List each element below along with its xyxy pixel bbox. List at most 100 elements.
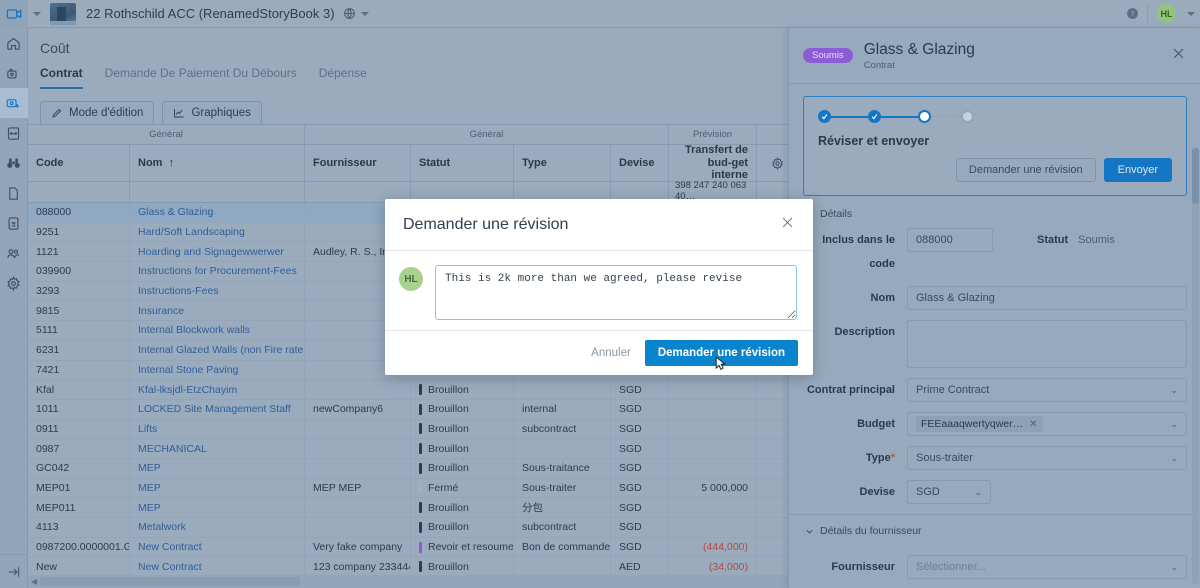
panel-scrollbar[interactable] [1192,148,1199,584]
modal-close-button[interactable] [780,215,795,234]
field-row-nom: Nom Glass & Glazing [803,286,1187,310]
request-revision-button[interactable]: Demander une révision [955,158,1096,182]
cancel-button[interactable]: Annuler [591,347,631,359]
cell-prevision [669,419,757,439]
contrat-principal-select[interactable]: Prime Contract ⌄ [907,378,1187,402]
chevron-down-icon: ⌄ [1170,384,1178,395]
status-indicator: Brouillon [419,403,469,415]
sidebar-collapse-button[interactable] [0,554,28,588]
help-button[interactable]: ? [1117,7,1147,20]
table-horizontal-scrollbar[interactable]: ◀ ▶ [28,575,800,588]
cell-devise: SGD [611,380,669,399]
avatar[interactable]: HL [1157,4,1176,23]
edit-mode-button[interactable]: Mode d'édition [40,101,155,125]
col-header-nom[interactable]: Nom ↑ [130,145,305,181]
cell-nom: Hoarding and Signagewwerwer [130,242,305,262]
sidebar-item-add-project[interactable] [0,58,28,88]
modal-header: Demander une révision [385,199,813,251]
col-header-devise[interactable]: Devise [611,145,669,181]
table-row[interactable]: 0987 MECHANICAL Brouillon SGD [28,439,800,459]
report-icon [8,216,19,230]
status-label: Brouillon [428,383,469,396]
scroll-left-icon[interactable]: ◀ [31,577,38,586]
type-select[interactable]: Sous-traiter ⌄ [907,446,1187,470]
sidebar-item-people[interactable] [0,238,28,268]
table-row[interactable]: 0911 Lifts Brouillon subcontract SGD [28,419,800,440]
page-tabs: Contrat Demande De Paiement Du Débours D… [28,56,1200,89]
project-menu-caret[interactable] [356,11,374,16]
table-row[interactable]: 4113 Metalwork Brouillon subcontract SGD [28,518,800,538]
devise-select[interactable]: SGD ⌄ [907,480,991,504]
app-logo-button[interactable] [0,0,28,28]
close-panel-button[interactable] [1171,46,1186,66]
sidebar-item-documents[interactable] [0,118,28,148]
devise-label: Devise [859,486,895,498]
cell-nom: MEP [130,458,305,478]
cell-code: 3293 [28,281,130,301]
supplier-section-header[interactable]: Détails du fournisseur [789,514,1200,545]
globe-icon[interactable] [343,7,356,20]
col-header-code[interactable]: Code [28,145,130,181]
cell-fournisseur [305,518,411,537]
app-switcher-caret[interactable] [28,11,46,16]
col-header-statut[interactable]: Statut [411,145,514,181]
cell-nom: Insurance [130,301,305,321]
budget-chip[interactable]: FEEaaaqwertyqwer… ✕ [916,416,1043,432]
tab-contrat[interactable]: Contrat [40,66,83,89]
charts-button[interactable]: Graphiques [162,101,262,125]
sidebar-item-home[interactable] [0,28,28,58]
nom-field[interactable]: Glass & Glazing [907,286,1187,310]
chevron-down-icon: ⌄ [1170,418,1178,429]
sidebar-item-settings[interactable] [0,268,28,298]
budget-select[interactable]: FEEaaaqwertyqwer… ✕ ⌄ [907,412,1187,436]
col-header-fournisseur[interactable]: Fournisseur [305,145,411,181]
cell-fournisseur [305,458,411,478]
user-menu-caret[interactable] [1182,11,1200,16]
cell-nom: Instructions for Procurement-Fees [130,262,305,281]
sidebar-item-reports[interactable] [0,208,28,238]
tab-depense[interactable]: Dépense [318,66,367,80]
collapse-panel-icon [8,566,19,577]
wizard-step-3-current[interactable] [918,110,931,123]
status-label: Fermé [428,481,459,494]
sidebar-item-forms[interactable] [0,178,28,208]
cell-code: 0911 [28,419,130,439]
table-row[interactable]: GC042 MEP Brouillon Sous-traitance SGD [28,458,800,479]
col-header-fournisseur-label: Fournisseur [313,157,377,169]
wizard-step-1-done[interactable] [818,110,831,123]
tab-demande-paiement[interactable]: Demande De Paiement Du Débours [104,66,297,80]
table-row[interactable]: 1011 LOCKED Site Management Staff newCompa… [28,399,800,420]
cell-code: GC042 [28,458,130,478]
avatar: HL [399,267,423,291]
project-thumbnail [50,2,76,25]
confirm-request-revision-button[interactable]: Demander une révision [644,340,798,366]
type-value: Sous-traiter [916,452,973,464]
panel-scrollbar-thumb[interactable] [1192,148,1199,204]
devise-value: SGD [916,486,940,498]
col-header-prevision[interactable]: Transfert de bud-get interne [669,144,757,181]
details-section-header[interactable]: Détails [789,196,1200,228]
sidebar-item-cost[interactable] [0,88,28,118]
send-button[interactable]: Envoyer [1103,158,1172,182]
cell-prevision [669,439,757,458]
summary-fournisseur [305,182,411,202]
sidebar-item-observations[interactable] [0,148,28,178]
remove-chip-icon[interactable]: ✕ [1029,418,1038,430]
table-row[interactable]: Kfal Kfal-lksjdl-EtzChayim Brouillon SGD [28,380,800,400]
revision-comment-input[interactable] [435,265,797,320]
code-field[interactable]: 088000 [907,228,993,252]
fournisseur-select[interactable]: Sélectionner... ⌄ [907,555,1187,579]
cell-prevision: (444,000) [669,537,757,557]
cell-prevision [669,458,757,478]
description-field[interactable] [907,320,1187,368]
status-badge: Soumis [803,48,853,63]
table-row[interactable]: MEP011 MEP Brouillon 分包 SGD [28,498,800,518]
summary-type [514,182,611,202]
cell-code: 9251 [28,222,130,242]
col-header-type[interactable]: Type [514,145,611,181]
table-row[interactable]: MEP01 MEP MEP MEP Fermé Sous-traiter SGD 5 000… [28,478,800,499]
hscroll-thumb[interactable] [40,577,300,586]
wizard-step-4-future[interactable] [961,110,974,123]
wizard-step-2-done[interactable] [868,110,881,123]
